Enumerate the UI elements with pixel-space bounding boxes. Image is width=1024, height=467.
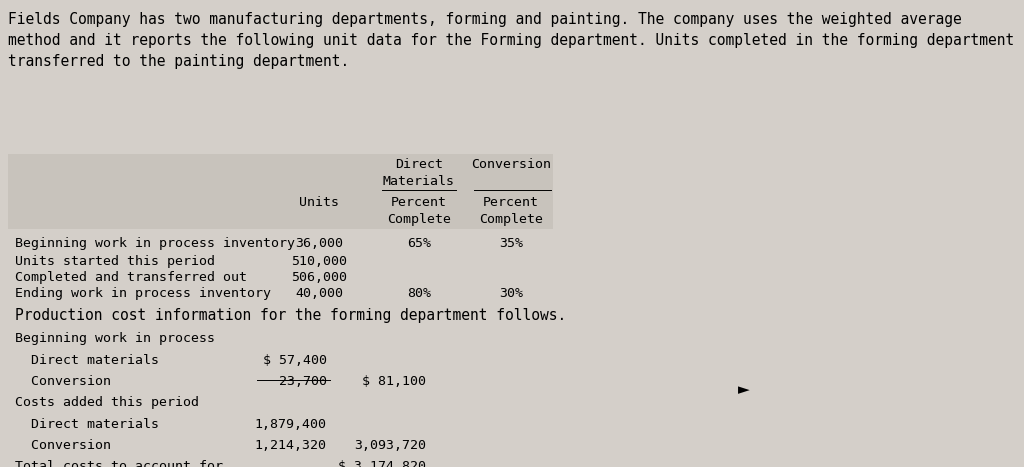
- Text: Direct materials: Direct materials: [15, 417, 160, 431]
- Text: 510,000: 510,000: [291, 255, 347, 268]
- Text: Ending work in process inventory: Ending work in process inventory: [15, 287, 271, 300]
- Text: 40,000: 40,000: [295, 287, 343, 300]
- Text: Fields Company has two manufacturing departments, forming and painting. The comp: Fields Company has two manufacturing dep…: [8, 12, 1024, 69]
- Text: Beginning work in process inventory: Beginning work in process inventory: [15, 237, 295, 250]
- Text: $ 57,400: $ 57,400: [262, 354, 327, 367]
- Text: Conversion: Conversion: [15, 439, 112, 452]
- Text: Costs added this period: Costs added this period: [15, 396, 200, 409]
- Text: 506,000: 506,000: [291, 271, 347, 284]
- Text: 80%: 80%: [407, 287, 431, 300]
- Text: Total costs to account for: Total costs to account for: [15, 460, 223, 467]
- Text: Conversion: Conversion: [471, 158, 551, 170]
- Text: 1,214,320: 1,214,320: [255, 439, 327, 452]
- Text: Beginning work in process: Beginning work in process: [15, 333, 215, 346]
- Text: Direct materials: Direct materials: [15, 354, 160, 367]
- Text: 1,879,400: 1,879,400: [255, 417, 327, 431]
- Text: 3,093,720: 3,093,720: [354, 439, 426, 452]
- Text: $ 81,100: $ 81,100: [362, 375, 426, 388]
- FancyBboxPatch shape: [8, 154, 553, 229]
- Text: ►: ►: [737, 382, 750, 397]
- Text: 65%: 65%: [407, 237, 431, 250]
- Text: Direct
Materials: Direct Materials: [383, 158, 455, 188]
- Text: 30%: 30%: [499, 287, 523, 300]
- Text: Percent
Complete: Percent Complete: [479, 196, 543, 226]
- Text: 35%: 35%: [499, 237, 523, 250]
- Text: $ 3,174,820: $ 3,174,820: [339, 460, 426, 467]
- Text: Percent
Complete: Percent Complete: [387, 196, 451, 226]
- Text: Completed and transferred out: Completed and transferred out: [15, 271, 248, 284]
- Text: Units: Units: [299, 196, 339, 209]
- Text: 36,000: 36,000: [295, 237, 343, 250]
- Text: Conversion: Conversion: [15, 375, 112, 388]
- Text: Production cost information for the forming department follows.: Production cost information for the form…: [15, 308, 566, 323]
- Text: Units started this period: Units started this period: [15, 255, 215, 268]
- Text: 23,700: 23,700: [279, 375, 327, 388]
